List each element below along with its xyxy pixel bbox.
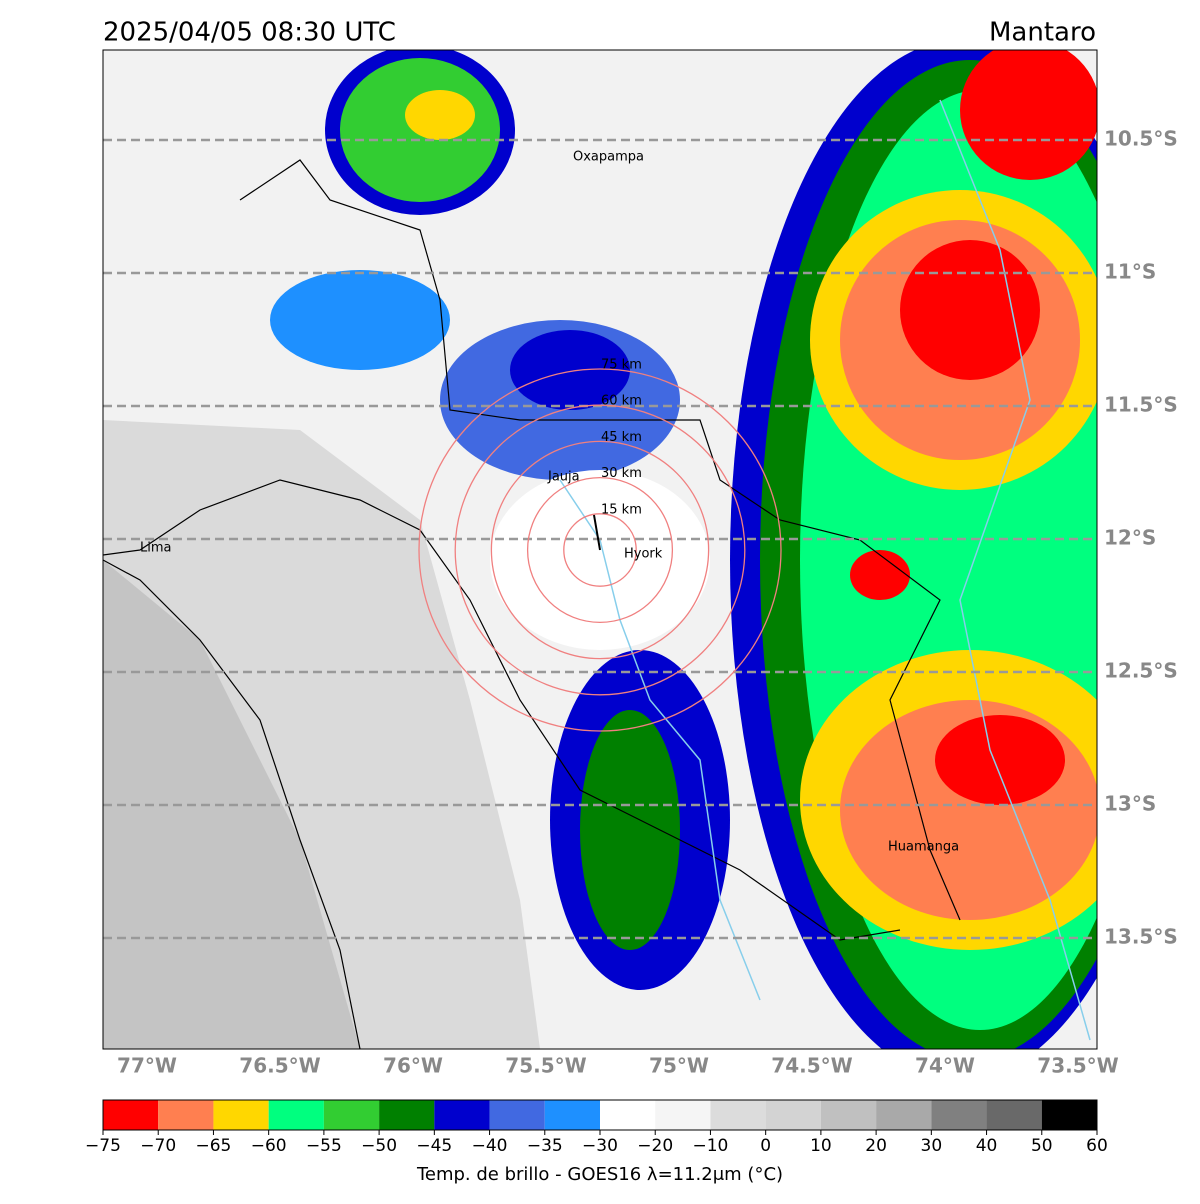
colorbar-bin [931, 1100, 987, 1130]
colorbar-bin [1041, 1100, 1097, 1130]
colorbar: −75 −70 −65 −60 −55 −50 −45 −40 −35 −30 −20 −10 0 10 2… [85, 1099, 1108, 1156]
lon-label: 75.5°W [505, 1054, 586, 1078]
cloud [490, 470, 710, 650]
city-label: Oxapampa [573, 150, 644, 165]
title: 2025/04/05 08:30 UTC [103, 18, 396, 48]
colorbar-bin [103, 1100, 159, 1130]
colorbar-bin [655, 1100, 711, 1130]
colorbar-tick-label: 50 [1031, 1136, 1053, 1156]
colorbar-tick-label: −60 [251, 1136, 287, 1156]
river [939, 99, 1091, 1041]
city-label: Jauja [547, 470, 580, 485]
lat-label: 10.5°S [1104, 127, 1178, 151]
city-label: Lima [140, 541, 171, 556]
cloud [510, 330, 630, 410]
city-label: Hyork [624, 547, 663, 562]
colorbar-tick-label: 60 [1086, 1136, 1108, 1156]
site-marker [593, 514, 601, 551]
colorbar-tick-label: −70 [140, 1136, 176, 1156]
colorbar-tick-label: 40 [976, 1136, 998, 1156]
cloud [850, 550, 910, 600]
colorbar-tick-label: −30 [582, 1136, 618, 1156]
border [239, 159, 961, 921]
colorbar-tick-label: 0 [760, 1136, 771, 1156]
lat-label: 11.5°S [1104, 393, 1178, 417]
lon-label: 74.5°W [771, 1054, 852, 1078]
lon-label: 74°W [915, 1054, 975, 1078]
lon-label: 76.5°W [239, 1054, 320, 1078]
lon-label: 75°W [649, 1054, 709, 1078]
range-ring [418, 368, 782, 732]
colorbar-tick-label: 30 [921, 1136, 943, 1156]
lat-label: 12.5°S [1104, 659, 1178, 683]
cloud [960, 50, 1097, 180]
colorbar-bin [544, 1100, 600, 1130]
colorbar-tick-label: −10 [692, 1136, 728, 1156]
colorbar-tick-label: −50 [361, 1136, 397, 1156]
colorbar-label: Temp. de brillo - GOES16 λ=11.2μm (°C) [416, 1164, 783, 1185]
colorbar-tick-label: −40 [472, 1136, 508, 1156]
coastline [103, 559, 361, 1049]
lon-label: 73.5°W [1037, 1054, 1118, 1078]
cloud [580, 710, 680, 950]
range-ring [490, 440, 710, 660]
colorbar-bin [434, 1100, 490, 1130]
cloud [935, 715, 1065, 805]
cloud [900, 240, 1040, 380]
labels: 10.5°S 11°S 11.5°S 12°S 12.5°S 13°S 13.5°S 77°W… [117, 127, 1178, 1078]
colorbar-tick-label: 20 [865, 1136, 887, 1156]
lon-label: 76°W [383, 1054, 443, 1078]
colorbar-bin [765, 1100, 821, 1130]
colorbar-tick-label: −65 [195, 1136, 231, 1156]
lat-label: 13.5°S [1104, 925, 1178, 949]
colorbar-bin [600, 1100, 656, 1130]
map [103, 50, 1097, 1049]
lat-label: 13°S [1104, 792, 1156, 816]
colorbar-bin [323, 1100, 380, 1130]
range-rings [418, 368, 782, 732]
colorbar-tick-label: −20 [637, 1136, 673, 1156]
colorbar-tick-label: −45 [416, 1136, 452, 1156]
ring-label: 75 km [601, 358, 642, 373]
colorbar-bin [876, 1100, 932, 1130]
coast-land [103, 420, 540, 1049]
range-ring [526, 476, 674, 624]
region: Mantaro [989, 18, 1096, 48]
ring-label: 45 km [601, 430, 642, 445]
city-label: Huamanga [888, 840, 959, 855]
colorbar-bin [489, 1100, 545, 1130]
border [103, 479, 901, 941]
colorbar-bin [986, 1100, 1042, 1130]
colorbar-tick-label: −55 [306, 1136, 342, 1156]
colorbar-bin [158, 1100, 214, 1130]
graticule [103, 138, 1097, 940]
frame [102, 49, 1098, 1050]
colorbar-bin [379, 1100, 435, 1130]
range-ring [563, 513, 637, 587]
colorbar-tick-label: −35 [527, 1136, 563, 1156]
range-ring [454, 404, 746, 696]
lat-label: 11°S [1104, 260, 1156, 284]
cloud [405, 90, 475, 140]
colorbar-bin [710, 1100, 766, 1130]
colorbar-bin [268, 1100, 324, 1130]
lat-label: 12°S [1104, 526, 1156, 550]
colorbar-bin [213, 1100, 269, 1130]
lon-label: 77°W [117, 1054, 177, 1078]
colorbar-tick-label: −75 [85, 1136, 121, 1156]
ring-label: 60 km [601, 394, 642, 409]
colorbar-tick-label: 10 [810, 1136, 832, 1156]
cloud [270, 270, 450, 370]
ring-label: 30 km [601, 466, 642, 481]
ring-label: 15 km [601, 502, 642, 517]
colorbar-bin [820, 1100, 877, 1130]
